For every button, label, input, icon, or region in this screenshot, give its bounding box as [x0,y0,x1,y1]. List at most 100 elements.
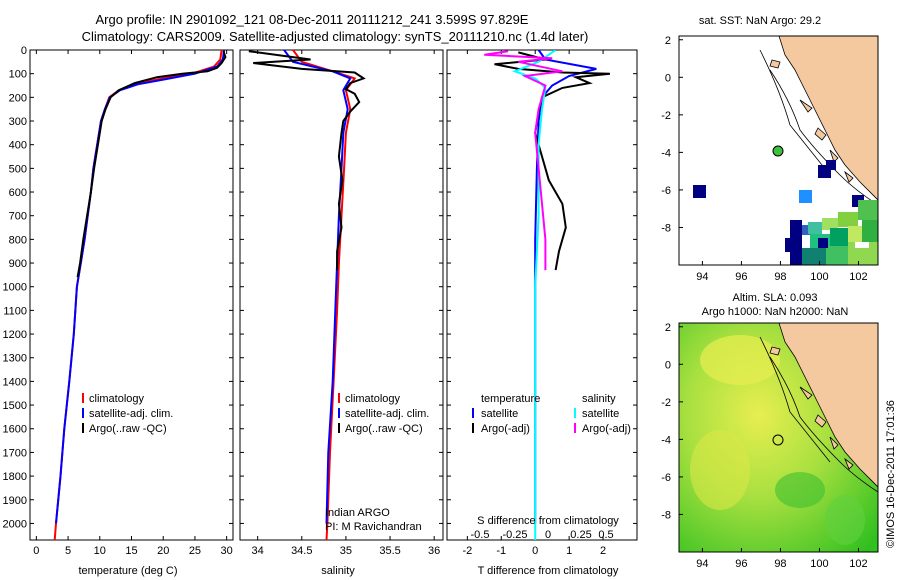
difference-panel: -2 -1 0 1 2 T difference from climatology S … [446,49,638,577]
s-tick: 0.5 [598,529,613,541]
x-tick-label: 25 [189,545,201,557]
salinity-panel: 34 34.5 35 35.5 36 salinity climatology sate… [239,49,444,577]
temperature-panel: 0 5 10 15 20 25 300100200300400500600700800900… [3,45,234,577]
depth-tick-label: 900 [9,258,27,270]
header-line1: Argo profile: IN 2901092_121 08-Dec-2011… [96,12,529,27]
sst-map-ticks: 94 96 98 100 102 2 0 -2 -4 -6 -8 [661,35,867,283]
profile-line-climatology [53,50,223,540]
s-tick: -0.5 [471,529,490,541]
sst-pixel [858,200,878,220]
pi-annotation-line1: Indian ARGO [325,507,390,519]
depth-tick-label: 1800 [3,471,27,483]
map-x-tick-label: 96 [735,558,747,570]
legend-t-satellite-label: satellite [481,408,518,420]
sst-pixel [790,220,802,265]
depth-tick-label: 1700 [3,447,27,459]
legend-satellite-label: satellite-adj. clim. [345,408,429,420]
map-x-tick-label: 100 [810,558,828,570]
map-y-tick-label: 2 [665,35,671,47]
sst-map-frame [678,35,879,266]
sla-anomaly [700,335,780,385]
sst-map-content [693,36,878,265]
map-y-tick-label: -6 [661,185,671,197]
map-y-tick-label: 0 [665,72,671,84]
s-tick: 0.25 [570,529,591,541]
salinity-axes-frame [239,49,444,541]
profile-line-satellite [283,50,352,524]
sst-pixel [818,238,828,248]
depth-tick-label: 600 [9,187,27,199]
temperature-legend: climatology satellite-adj. clim. Argo(..… [82,393,173,435]
island [799,386,813,400]
difference-xlabel: T difference from climatology [478,565,619,577]
temperature-ticks: 0 5 10 15 20 25 300100200300400500600700800900… [3,45,233,557]
salinity-xlabel: salinity [321,565,355,577]
difference-top-label: S difference from climatology [477,515,619,527]
x-tick-label: 5 [65,545,71,557]
legend-satellite-label: satellite-adj. clim. [89,408,173,420]
salinity-ticks: 34 34.5 35 35.5 36 [240,49,443,557]
map-x-tick-label: 98 [774,558,786,570]
x-tick-label: -2 [462,545,472,557]
sumatra-land [778,323,878,488]
sst-pixel [862,220,878,242]
sst-pixel [830,228,848,246]
depth-tick-label: 1000 [3,282,27,294]
sst-pixel [855,242,869,248]
map-x-tick-label: 102 [849,558,867,570]
map-x-tick-label: 100 [810,271,828,283]
depth-tick-label: 1900 [3,495,27,507]
profile-line-argo_diff_s [484,50,563,271]
sst-map: sat. SST: NaN Argo: 29.2 [661,15,879,283]
sst-pixel [838,212,858,227]
map-x-tick-label: 102 [849,271,867,283]
temperature-lines [53,50,227,540]
depth-tick-label: 1500 [3,400,27,412]
sla-map-content [679,323,878,552]
shelf-contour [759,49,831,176]
x-tick-label: 15 [125,545,137,557]
temperature-xlabel: temperature (deg C) [78,565,177,577]
sla-map-ticks: 94 96 98 100 102 2 0 -2 -4 -6 -8 [661,322,867,570]
sla-anomaly [690,430,750,510]
x-tick-label: 35.5 [379,545,400,557]
legend-temperature-header: temperature [481,393,540,405]
depth-tick-label: 0 [21,45,27,57]
depth-tick-label: 1300 [3,353,27,365]
x-tick-label: 34.5 [291,545,312,557]
x-tick-label: 20 [157,545,169,557]
x-tick-label: 0 [532,545,538,557]
sst-pixel [802,248,826,265]
map-y-tick-label: -8 [661,222,671,234]
legend-s-satellite-label: satellite [582,408,619,420]
sumatra-land [778,36,878,201]
depth-tick-label: 1400 [3,376,27,388]
x-tick-label: 10 [94,545,106,557]
island [814,127,827,141]
island [814,414,827,428]
x-tick-label: 35 [340,545,352,557]
profile-line-argo [248,50,366,271]
header-line2: Climatology: CARS2009. Satellite-adjuste… [82,29,589,44]
x-tick-label: 1 [566,545,572,557]
profile-line-satellite [55,50,226,524]
depth-tick-label: 700 [9,211,27,223]
map-y-tick-label: -4 [661,147,671,159]
sla-map-frame [678,322,879,553]
map-x-tick-label: 94 [696,271,708,283]
shelf-contour [769,69,878,206]
imos-timestamp: ©IMOS 16-Dec-2011 17:01:36 [885,400,897,548]
depth-tick-label: 100 [9,69,27,81]
sla-map: Altim. SLA: 0.093 Argo h1000: NaN h2000:… [661,292,879,570]
simeulue-island [769,59,781,69]
simeulue-island [769,346,781,356]
depth-tick-label: 1600 [3,424,27,436]
argo-float-marker [772,434,784,446]
profile-line-satellite_diff_s [512,50,557,540]
legend-climatology-label: climatology [345,393,401,405]
salinity-legend: climatology satellite-adj. clim. Argo(..… [338,393,429,435]
profile-line-argo [494,51,611,271]
sst-pixel [848,226,862,242]
sst-pixel [799,190,812,203]
x-tick-label: 36 [428,545,440,557]
